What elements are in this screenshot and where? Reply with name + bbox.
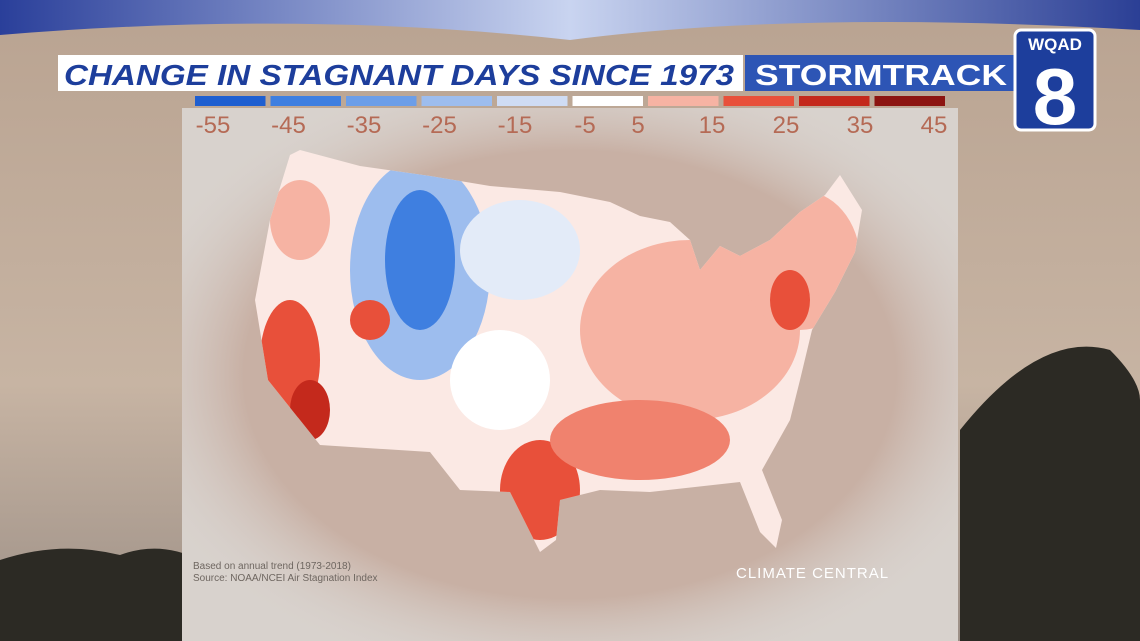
legend-label: -45 [271, 112, 306, 139]
legend-swatch [195, 96, 266, 106]
channel: 8 [1033, 52, 1078, 141]
legend-label: 5 [631, 112, 644, 139]
legend-swatch [421, 96, 492, 106]
legend-swatch [497, 96, 568, 106]
credit: CLIMATE CENTRAL [736, 565, 889, 582]
legend-label: -35 [347, 112, 382, 139]
legend-label: 25 [773, 112, 800, 139]
legend-swatch [346, 96, 417, 106]
legend-label: 35 [847, 112, 874, 139]
station: WQAD [1028, 35, 1082, 54]
legend-label: -5 [574, 112, 595, 139]
legend-swatch [874, 96, 945, 106]
station-logo [1013, 28, 1097, 132]
legend-label: -55 [196, 112, 231, 139]
note: Source: NOAA/NCEI Air Stagnation Index [193, 573, 378, 584]
legend-swatch [648, 96, 719, 106]
legend-swatch [799, 96, 870, 106]
title: CHANGE IN STAGNANT DAYS SINCE 1973 [64, 60, 734, 92]
brand: STORMTRACK [755, 60, 1007, 92]
legend-swatch [270, 96, 341, 106]
legend-label: -15 [498, 112, 533, 139]
legend-swatch [723, 96, 794, 106]
legend: -55 -45 -35 -25 -15 -5 5 15 25 35 45 [195, 96, 947, 139]
trees [0, 346, 1140, 641]
legend-label: -25 [422, 112, 457, 139]
legend-label: 45 [921, 112, 948, 139]
title-bar [58, 55, 743, 91]
brand-bar [745, 55, 1017, 91]
swirl [0, 0, 1140, 40]
legend-swatch [572, 96, 643, 106]
note: Based on annual trend (1973-2018) [193, 561, 351, 572]
legend-label: 15 [699, 112, 726, 139]
